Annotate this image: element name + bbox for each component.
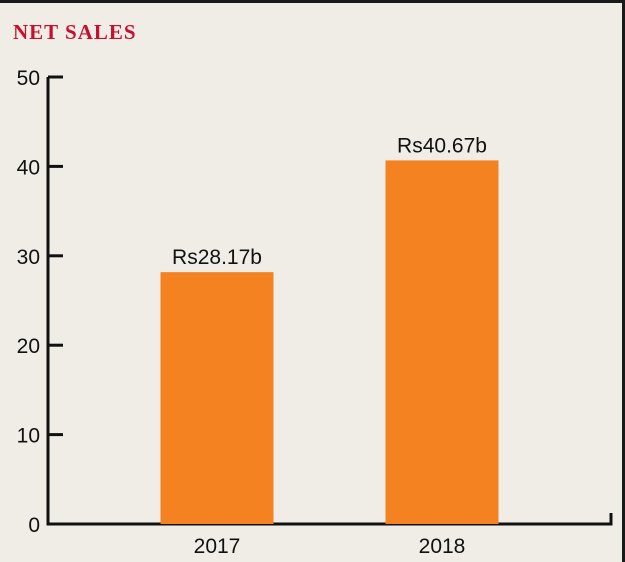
y-tick-label: 50	[17, 67, 40, 90]
data-label-2018: Rs40.67b	[397, 134, 487, 157]
x-tick-label-2018: 2018	[419, 535, 466, 558]
bar-2017	[160, 272, 274, 524]
chart-title: NET SALES	[13, 20, 137, 44]
data-label-2017: Rs28.17b	[172, 246, 262, 269]
x-tick-label-2017: 2017	[194, 535, 241, 558]
bar-2018	[385, 160, 499, 524]
y-tick-label: 0	[28, 514, 40, 537]
y-tick-label: 40	[17, 156, 40, 179]
y-tick-label: 30	[17, 246, 40, 269]
y-tick-label: 20	[17, 335, 40, 358]
y-tick-label: 10	[17, 425, 40, 448]
